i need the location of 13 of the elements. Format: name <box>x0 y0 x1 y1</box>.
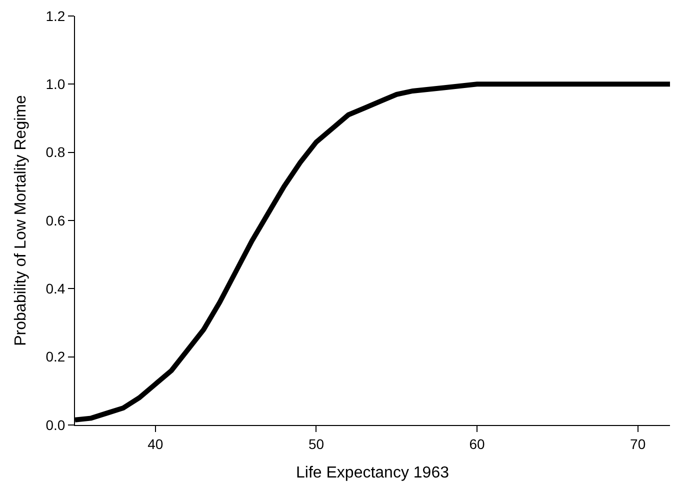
x-tick-label: 60 <box>469 436 486 452</box>
y-tick-label: 1.2 <box>46 8 66 24</box>
y-tick-label: 1.0 <box>46 76 66 92</box>
y-tick-label: 0.2 <box>46 348 66 365</box>
y-tick-label: 0.6 <box>46 212 66 228</box>
y-tick-label: 0.8 <box>46 144 66 160</box>
x-tick-label: 50 <box>308 436 324 452</box>
x-tick-label: 40 <box>148 436 164 452</box>
x-tick-label: 70 <box>630 436 646 452</box>
y-axis-title: Probability of Low Mortality Regime <box>12 95 30 346</box>
y-tick-label: 0.0 <box>46 416 66 433</box>
y-tick-label: 0.4 <box>46 280 66 297</box>
x-axis-title: Life Expectancy 1963 <box>296 464 450 482</box>
